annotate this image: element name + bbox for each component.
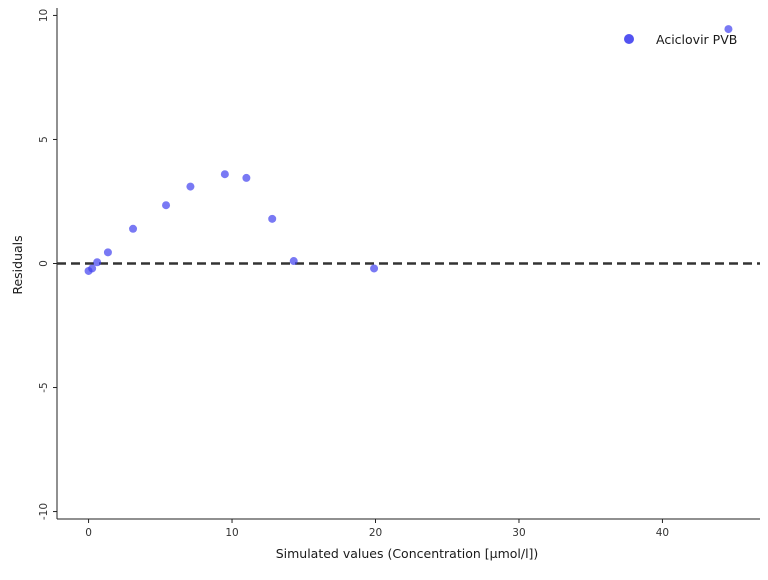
data-point [289, 257, 298, 266]
data-point [93, 258, 102, 267]
x-tick-label: 30 [512, 527, 525, 539]
data-point [370, 264, 379, 273]
y-tick-label: 10 [38, 9, 50, 22]
legend-label: Aciclovir PVB [656, 32, 737, 47]
y-tick-label: 5 [38, 136, 50, 143]
y-tick-label: -5 [38, 382, 50, 392]
x-axis-title: Simulated values (Concentration [µmol/l]… [276, 546, 539, 561]
points-layer [84, 25, 733, 275]
legend-marker [624, 34, 634, 44]
x-tick-label: 10 [225, 527, 238, 539]
data-point [162, 201, 171, 210]
x-tick-label: 20 [369, 527, 382, 539]
data-point [88, 264, 97, 273]
ticks-layer: 0 10 20 30 40 -10 -5 0 5 10 [38, 9, 669, 539]
x-tick-label: 40 [656, 527, 669, 539]
y-axis-title: Residuals [10, 235, 25, 294]
data-point [129, 224, 138, 233]
data-point [103, 248, 112, 257]
y-tick-label: 0 [38, 260, 50, 267]
data-point [220, 170, 229, 179]
x-tick-label: 0 [85, 527, 92, 539]
data-point [268, 214, 277, 223]
data-point [724, 25, 733, 34]
data-point [186, 182, 195, 191]
y-tick-label: -10 [38, 503, 50, 520]
legend: Aciclovir PVB [624, 32, 737, 47]
data-point [242, 173, 251, 182]
